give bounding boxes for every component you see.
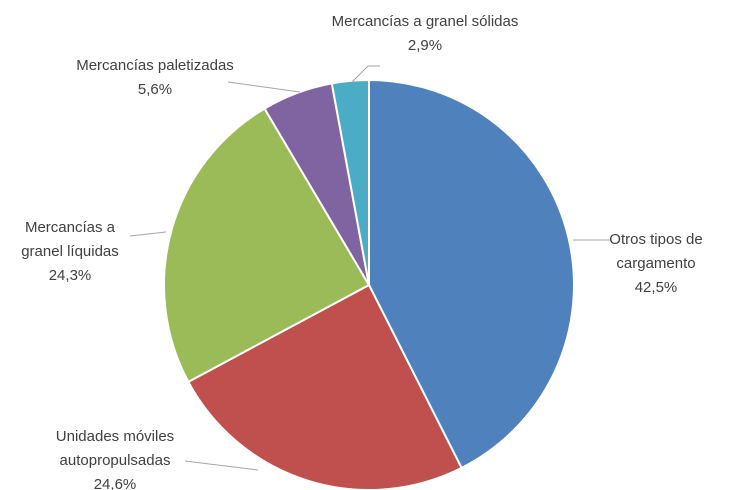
slice <box>186 283 463 490</box>
leader-line <box>227 81 301 93</box>
category-label: Mercancías paletizadas <box>76 57 234 74</box>
category-label: Mercancías a granel sólidas <box>331 13 519 30</box>
leader-line <box>184 460 259 471</box>
slice-label: Mercancías a granel líquidas 24,3% <box>8 216 132 288</box>
leader-line <box>129 231 167 237</box>
slice <box>330 78 370 286</box>
category-label: Unidades móviles autopropulsadas <box>55 428 175 469</box>
category-label: Otros tipos de cargamento <box>609 231 703 272</box>
value-label: 24,6% <box>93 476 137 490</box>
slice <box>163 107 371 384</box>
value-label: 24,3% <box>48 267 92 284</box>
slice-label: Mercancías a granel sólidas 2,9% <box>295 10 555 58</box>
value-label: 2,9% <box>407 37 443 54</box>
slice-label: Mercancías paletizadas 5,6% <box>45 54 265 102</box>
value-label: 42,5% <box>634 279 678 296</box>
slice-label: Otros tipos de cargamento 42,5% <box>597 228 715 300</box>
value-label: 5,6% <box>137 81 173 98</box>
category-label: Mercancías a granel líquidas <box>21 219 119 260</box>
slices <box>163 78 575 490</box>
slice <box>368 78 575 470</box>
leader-line <box>351 65 380 83</box>
slice-label: Unidades móviles autopropulsadas 24,6% <box>40 425 190 490</box>
